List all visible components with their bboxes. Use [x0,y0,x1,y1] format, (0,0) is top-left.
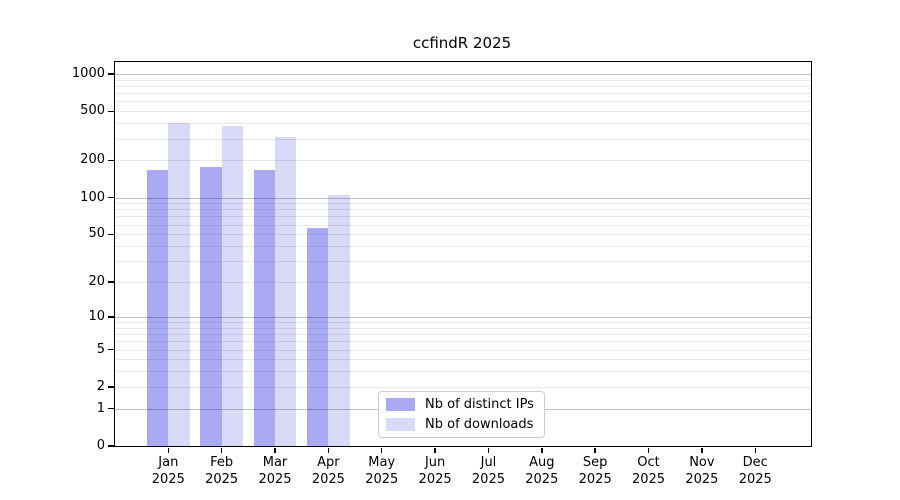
gridline-minor [115,359,811,361]
x-tick-label: Nov 2025 [685,455,719,487]
x-tick-mark [701,447,703,453]
x-tick-mark [594,447,596,453]
gridline-minor [115,101,811,103]
bar-distinct-ips [200,166,222,446]
gridline-major [115,197,811,199]
y-tick-label: 100 [80,189,105,205]
x-tick-label: Oct 2025 [631,455,666,487]
y-tick-mark [107,73,114,75]
gridline-minor [115,371,811,373]
x-tick-label: Jun 2025 [418,455,452,487]
x-tick-mark [487,447,490,453]
x-tick-label: Sep 2025 [578,455,612,487]
x-tick-mark [274,447,276,453]
gridline-minor [115,79,811,81]
y-tick-mark [107,348,114,351]
y-tick-mark [107,316,114,318]
gridline-minor [115,261,811,263]
y-tick-label: 10 [88,308,105,324]
x-tick-mark [541,447,543,453]
plot-area: 0 1 2 5 10 20 50 100 200 500 1000 Jan 2025 Feb 2025 M… [72,61,812,487]
y-tick-label: 500 [80,103,105,119]
x-tick-label: Mar 2025 [258,455,292,487]
gridline-minor [115,349,811,351]
bar-distinct-ips [253,169,276,446]
y-tick-label: 1 [96,400,105,416]
x-tick-label: Apr 2025 [311,455,345,487]
y-tick-mark [107,445,114,447]
gridline-minor [115,282,811,284]
x-tick-mark [434,447,436,453]
x-tick-mark [327,447,330,453]
y-tick-mark [107,159,114,162]
y-tick-label: 2 [96,378,105,394]
y-tick-label: 50 [88,226,105,242]
chart-title: ccfindR 2025 [412,34,512,52]
x-tick-mark [754,447,756,453]
y-tick-mark [107,407,114,410]
gridline-minor [115,86,811,87]
gridline-major [115,74,811,76]
gridline-minor [115,93,811,95]
x-tick-mark [380,447,383,453]
gridline-minor [115,246,811,248]
bar-downloads [275,136,297,446]
y-tick-mark [107,281,114,283]
legend-swatch-distinct-ips [386,398,415,411]
legend-item-distinct-ips: Nb of distinct IPs [386,396,544,413]
y-tick-label: 5 [96,341,105,357]
x-tick-mark [167,447,170,453]
legend-item-downloads: Nb of downloads [386,416,544,433]
x-tick-mark [647,447,650,453]
x-tick-label: Jan 2025 [151,455,185,487]
y-tick-mark [107,196,114,199]
y-tick-label: 200 [80,152,105,168]
x-tick-label: Feb 2025 [205,455,239,487]
bar-downloads [328,194,350,446]
gridline-minor [115,322,811,324]
legend: Nb of distinct IPs Nb of downloads [378,391,545,438]
gridline-minor [115,209,811,211]
legend-label-distinct-ips: Nb of distinct IPs [425,397,534,412]
bar-downloads [221,125,243,446]
y-tick-label: 0 [96,438,105,453]
gridline-minor [115,386,811,388]
y-tick-mark [107,110,114,113]
legend-label-downloads: Nb of downloads [425,417,534,432]
bar-distinct-ips [147,169,169,446]
y-tick-mark [107,386,114,388]
gridline-minor [115,341,811,343]
gridline-minor [115,203,811,205]
x-tick-label: May 2025 [365,455,399,487]
gridline-minor [115,334,811,336]
y-tick-mark [107,233,114,236]
gridline-minor [115,234,811,236]
gridline-major [115,316,811,319]
x-tick-label: Aug 2025 [525,455,559,487]
x-tick-label: Dec 2025 [738,455,772,487]
gridline-minor [115,216,811,218]
x-tick-mark [220,447,223,453]
y-tick-label: 1000 [71,66,105,81]
gridline-minor [115,327,811,329]
x-tick-label: Jul 2025 [471,455,505,487]
bar-downloads [168,123,190,446]
legend-swatch-downloads [386,418,415,431]
gridline-minor [115,224,811,226]
gridline-minor [115,123,811,125]
bar-distinct-ips [307,228,329,446]
gridline-minor [115,160,811,162]
gridline-minor [115,111,811,113]
y-tick-label: 20 [88,274,105,290]
gridline-minor [115,138,811,140]
